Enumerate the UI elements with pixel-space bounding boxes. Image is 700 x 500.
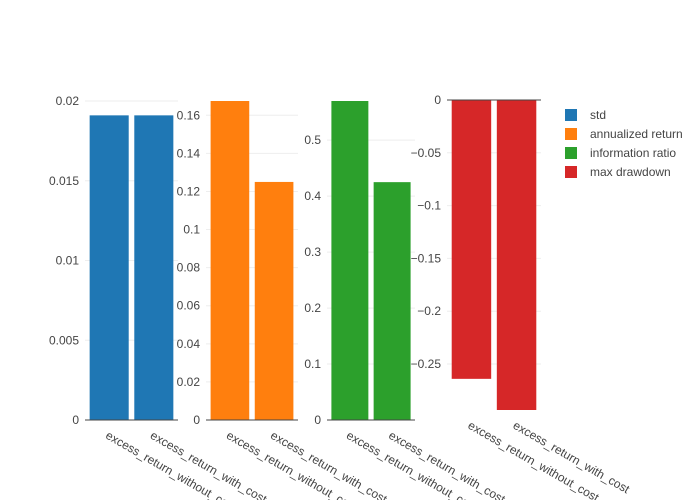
y-tick-label: 0.4 [304, 189, 321, 203]
y-tick-label: 0.04 [177, 337, 201, 351]
bar-4-1[interactable] [451, 100, 492, 379]
bar-2-1[interactable] [210, 101, 250, 420]
legend-swatch [565, 147, 577, 159]
bar-2-2[interactable] [254, 181, 294, 420]
bar-1-1[interactable] [89, 115, 129, 420]
legend-label: annualized return [590, 127, 683, 141]
y-tick-label: 0.12 [177, 184, 201, 198]
bar-3-2[interactable] [373, 182, 411, 420]
legend-swatch [565, 109, 577, 121]
legend-label: max drawdown [590, 165, 671, 179]
legend-label: information ratio [590, 146, 676, 160]
y-tick-label: 0.06 [177, 299, 201, 313]
y-tick-label: 0.16 [177, 108, 201, 122]
y-tick-label: 0.3 [304, 245, 321, 259]
legend-item-4[interactable]: max drawdown [565, 165, 671, 179]
legend-swatch [565, 166, 577, 178]
chart-panels: 00.0050.010.0150.02excess_return_without… [49, 93, 633, 500]
y-tick-label: −0.15 [411, 251, 442, 265]
panel-4: −0.25−0.2−0.15−0.1−0.050excess_return_wi… [411, 93, 633, 500]
y-tick-label: 0.1 [304, 357, 321, 371]
y-tick-label: 0.08 [177, 261, 201, 275]
legend-label: std [590, 108, 606, 122]
bar-1-2[interactable] [134, 115, 174, 420]
y-tick-label: −0.1 [417, 199, 441, 213]
y-tick-label: −0.2 [417, 304, 441, 318]
y-tick-label: 0.015 [49, 174, 79, 188]
y-tick-label: 0.1 [183, 223, 200, 237]
legend-item-1[interactable]: std [565, 108, 606, 122]
y-tick-label: −0.05 [411, 146, 442, 160]
y-tick-label: 0.01 [56, 254, 80, 268]
y-tick-label: 0 [434, 93, 441, 107]
legend-item-3[interactable]: information ratio [565, 146, 676, 160]
y-tick-label: 0 [314, 413, 321, 427]
y-tick-label: 0 [193, 413, 200, 427]
bar-4-2[interactable] [496, 100, 537, 410]
y-tick-label: −0.25 [411, 357, 442, 371]
y-tick-label: 0.02 [56, 94, 80, 108]
bar-3-1[interactable] [331, 101, 369, 420]
y-tick-label: 0.14 [177, 146, 201, 160]
y-tick-label: 0.02 [177, 375, 201, 389]
y-tick-label: 0 [72, 413, 79, 427]
legend-item-2[interactable]: annualized return [565, 127, 683, 141]
y-tick-label: 0.2 [304, 301, 321, 315]
y-tick-label: 0.005 [49, 333, 79, 347]
y-tick-label: 0.5 [304, 133, 321, 147]
legend-swatch [565, 128, 577, 140]
chart-legend: std annualized return information ratio max… [565, 108, 683, 179]
